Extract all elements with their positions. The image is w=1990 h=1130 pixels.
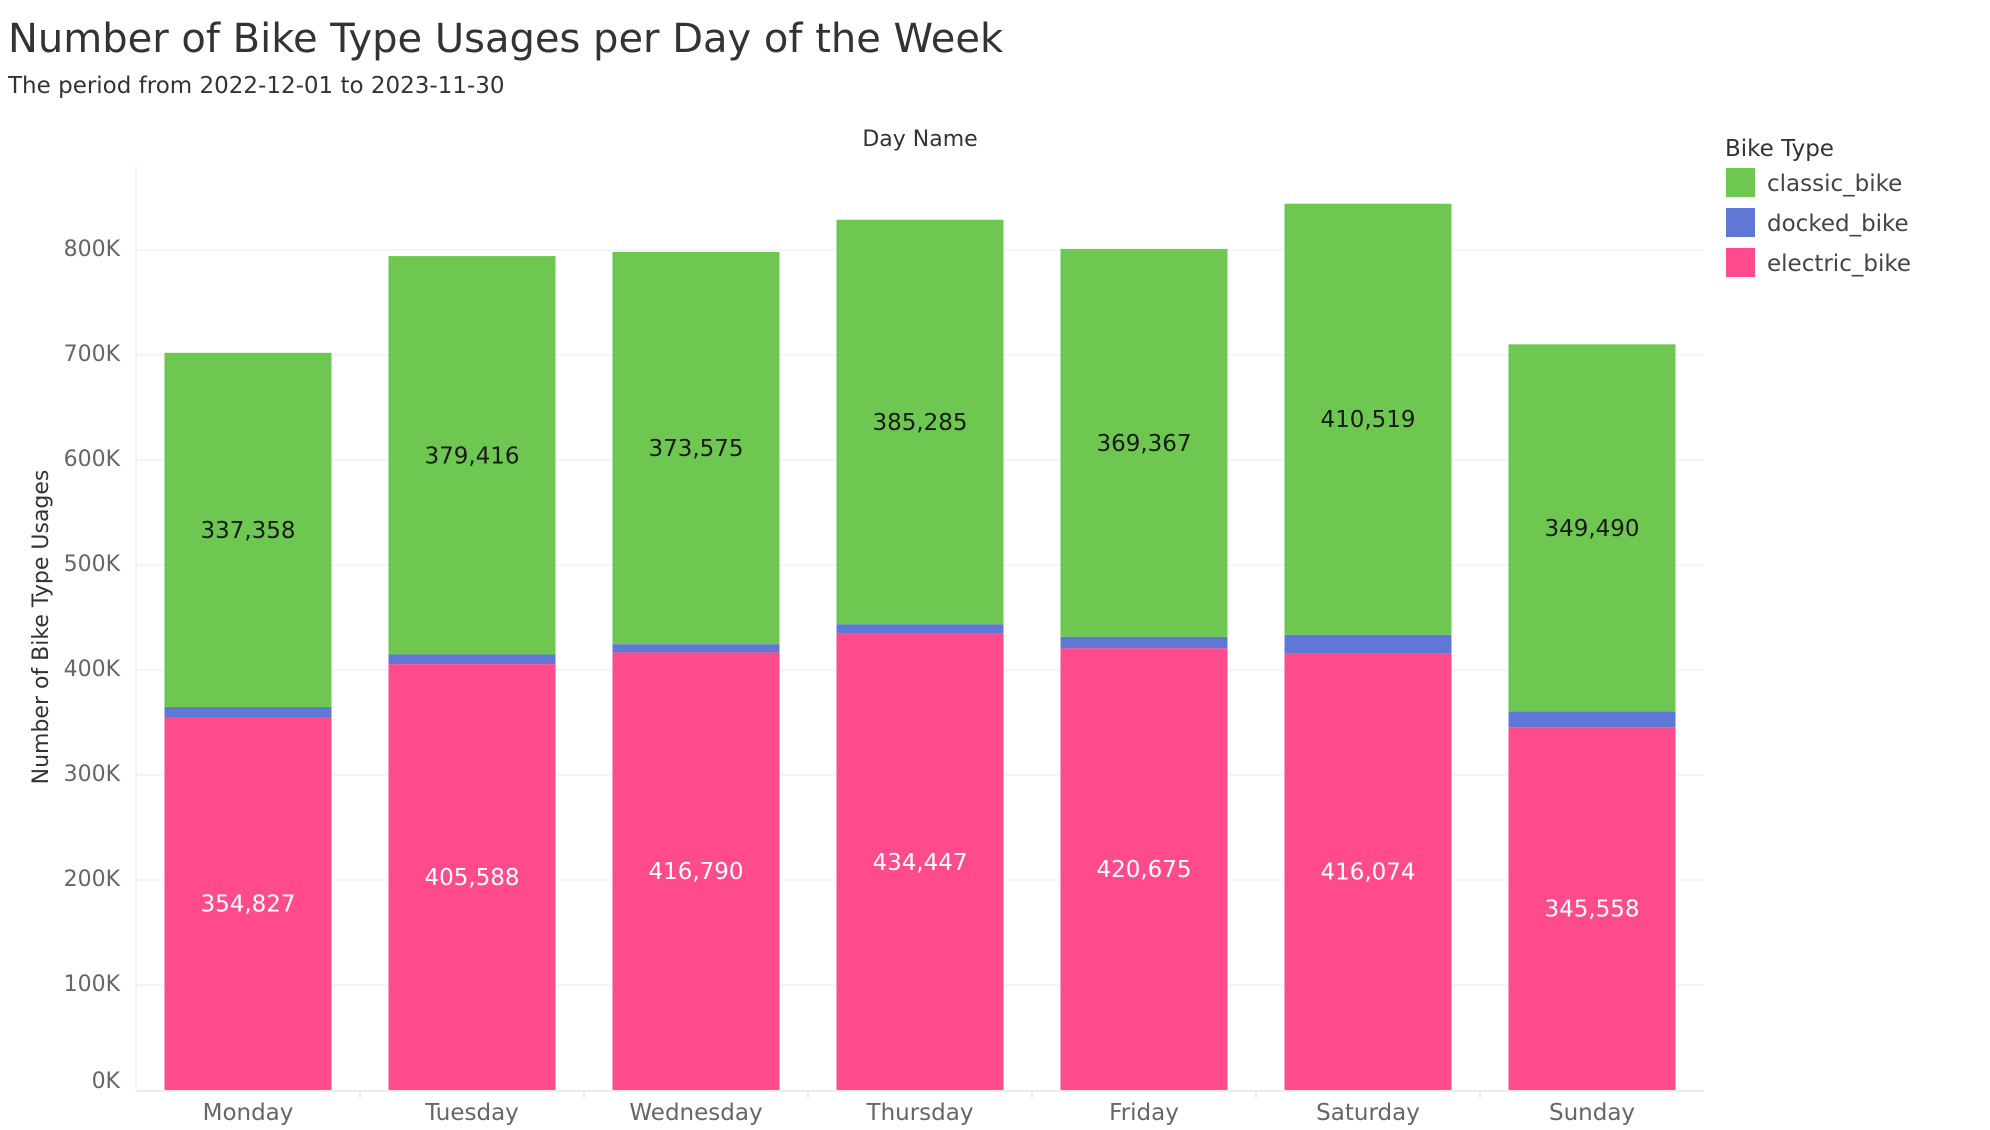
y-tick-label: 700K [64, 342, 121, 367]
legend-label-docked-bike: docked_bike [1767, 211, 1909, 237]
y-tick-label: 800K [64, 237, 121, 262]
data-label: 405,588 [424, 865, 519, 891]
bar-classic-bike-friday [1060, 248, 1228, 637]
bar-electric-bike-wednesday [612, 652, 780, 1090]
legend-swatch-classic-bike [1726, 168, 1755, 197]
bar-docked-bike-monday [164, 707, 332, 718]
data-label: 345,558 [1544, 897, 1639, 923]
data-label: 349,490 [1544, 516, 1639, 542]
bar-docked-bike-saturday [1284, 634, 1452, 654]
column-header: Day Name [862, 127, 977, 152]
bar-classic-bike-saturday [1284, 203, 1452, 635]
chart-title: Number of Bike Type Usages per Day of th… [8, 16, 1004, 62]
legend-swatch-docked-bike [1726, 208, 1755, 237]
data-label: 410,519 [1320, 407, 1415, 433]
x-tick-label: Monday [203, 1100, 294, 1126]
data-label: 337,358 [200, 518, 295, 544]
y-tick-label: 300K [64, 762, 121, 787]
data-label: 385,285 [872, 410, 967, 436]
bars [164, 203, 1676, 1090]
x-tick-label: Wednesday [629, 1100, 762, 1126]
bar-classic-bike-sunday [1508, 344, 1676, 712]
legend-title: Bike Type [1725, 136, 1834, 162]
y-tick-label: 0K [92, 1069, 121, 1094]
y-tick-label: 200K [64, 867, 121, 892]
data-label: 434,447 [872, 850, 967, 876]
bar-docked-bike-tuesday [388, 654, 556, 665]
bar-electric-bike-saturday [1284, 653, 1452, 1090]
bar-docked-bike-sunday [1508, 711, 1676, 728]
bar-docked-bike-wednesday [612, 644, 780, 653]
bar-electric-bike-tuesday [388, 664, 556, 1090]
bar-classic-bike-thursday [836, 219, 1004, 625]
bar-electric-bike-monday [164, 717, 332, 1090]
data-label: 416,074 [1320, 860, 1415, 886]
bar-classic-bike-wednesday [612, 251, 780, 645]
y-tick-label: 100K [64, 972, 121, 997]
legend-label-classic-bike: classic_bike [1767, 171, 1902, 197]
x-tick-label: Saturday [1316, 1100, 1420, 1126]
data-label: 416,790 [648, 859, 743, 885]
bar-docked-bike-thursday [836, 624, 1004, 634]
x-tick-label: Thursday [866, 1100, 974, 1126]
y-tick-label: 500K [64, 552, 121, 577]
y-tick-label: 600K [64, 447, 121, 472]
x-tick-label: Friday [1109, 1100, 1179, 1126]
data-label: 369,367 [1096, 431, 1191, 457]
data-label: 354,827 [200, 892, 295, 918]
chart-subtitle: The period from 2022-12-01 to 2023-11-30 [8, 73, 505, 99]
data-label: 420,675 [1096, 857, 1191, 883]
x-tick-label: Tuesday [424, 1100, 519, 1126]
bar-classic-bike-monday [164, 352, 332, 708]
data-labels: 354,827 337,358 405,588 379,416 416,790 373,5… [200, 407, 1639, 922]
bar-electric-bike-thursday [836, 633, 1004, 1090]
bar-electric-bike-sunday [1508, 727, 1676, 1090]
bar-docked-bike-friday [1060, 636, 1228, 649]
legend-label-electric-bike: electric_bike [1767, 251, 1911, 277]
legend: Bike Type classic_bike docked_bike electric… [1725, 136, 1911, 277]
data-label: 373,575 [648, 436, 743, 462]
x-tick-label: Sunday [1549, 1100, 1635, 1126]
legend-swatch-electric-bike [1726, 248, 1755, 277]
bar-classic-bike-tuesday [388, 256, 556, 655]
bar-electric-bike-friday [1060, 648, 1228, 1090]
y-tick-label: 400K [64, 657, 121, 682]
axes: 0K 100K 200K 300K 400K 500K 600K 700K 800K Number… [29, 127, 1704, 1126]
data-label: 379,416 [424, 443, 519, 469]
y-axis-title: Number of Bike Type Usages [29, 470, 54, 785]
